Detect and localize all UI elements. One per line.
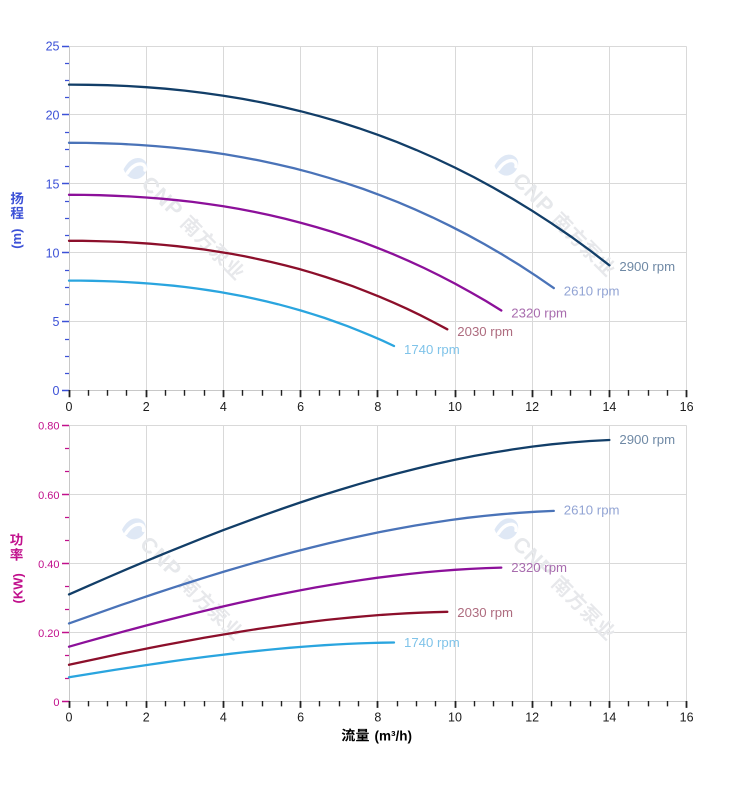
svg-text:25: 25 bbox=[46, 39, 60, 53]
svg-text:0: 0 bbox=[53, 384, 60, 398]
svg-text:14: 14 bbox=[602, 711, 616, 725]
svg-text:4: 4 bbox=[220, 400, 227, 414]
svg-text:1740 rpm: 1740 rpm bbox=[404, 635, 460, 650]
svg-text:8: 8 bbox=[374, 711, 381, 725]
svg-text:16: 16 bbox=[680, 400, 694, 414]
svg-text:2900 rpm: 2900 rpm bbox=[619, 259, 675, 274]
svg-text:(KW): (KW) bbox=[10, 573, 25, 603]
svg-text:6: 6 bbox=[297, 711, 304, 725]
svg-text:10: 10 bbox=[46, 246, 60, 260]
svg-text:2900 rpm: 2900 rpm bbox=[619, 432, 675, 447]
svg-text:2610 rpm: 2610 rpm bbox=[564, 284, 620, 299]
svg-text:12: 12 bbox=[525, 711, 539, 725]
svg-text:0: 0 bbox=[66, 400, 73, 414]
svg-text:0.40: 0.40 bbox=[38, 559, 59, 571]
svg-text:6: 6 bbox=[297, 400, 304, 414]
svg-text:16: 16 bbox=[680, 711, 694, 725]
svg-text:12: 12 bbox=[525, 400, 539, 414]
svg-text:10: 10 bbox=[448, 711, 462, 725]
svg-text:0: 0 bbox=[53, 697, 59, 709]
svg-text:0.60: 0.60 bbox=[38, 490, 59, 502]
svg-text:0.20: 0.20 bbox=[38, 628, 59, 640]
svg-text:0.80: 0.80 bbox=[38, 421, 59, 433]
svg-text:2320 rpm: 2320 rpm bbox=[511, 560, 567, 575]
svg-text:4: 4 bbox=[220, 711, 227, 725]
svg-text:5: 5 bbox=[53, 315, 60, 329]
svg-text:15: 15 bbox=[46, 177, 60, 191]
svg-text:2030 rpm: 2030 rpm bbox=[457, 605, 513, 620]
svg-text:(m³/h): (m³/h) bbox=[375, 728, 413, 743]
svg-text:10: 10 bbox=[448, 400, 462, 414]
svg-text:0: 0 bbox=[66, 711, 73, 725]
svg-text:8: 8 bbox=[374, 400, 381, 414]
svg-text:2610 rpm: 2610 rpm bbox=[564, 502, 620, 517]
svg-text:2320 rpm: 2320 rpm bbox=[511, 305, 567, 320]
svg-text:2: 2 bbox=[143, 400, 150, 414]
svg-text:2030 rpm: 2030 rpm bbox=[457, 324, 513, 339]
svg-text:2: 2 bbox=[143, 711, 150, 725]
svg-text:20: 20 bbox=[46, 108, 60, 122]
svg-text:1740 rpm: 1740 rpm bbox=[404, 342, 460, 357]
svg-text:(m): (m) bbox=[9, 229, 24, 249]
svg-text:14: 14 bbox=[602, 400, 616, 414]
